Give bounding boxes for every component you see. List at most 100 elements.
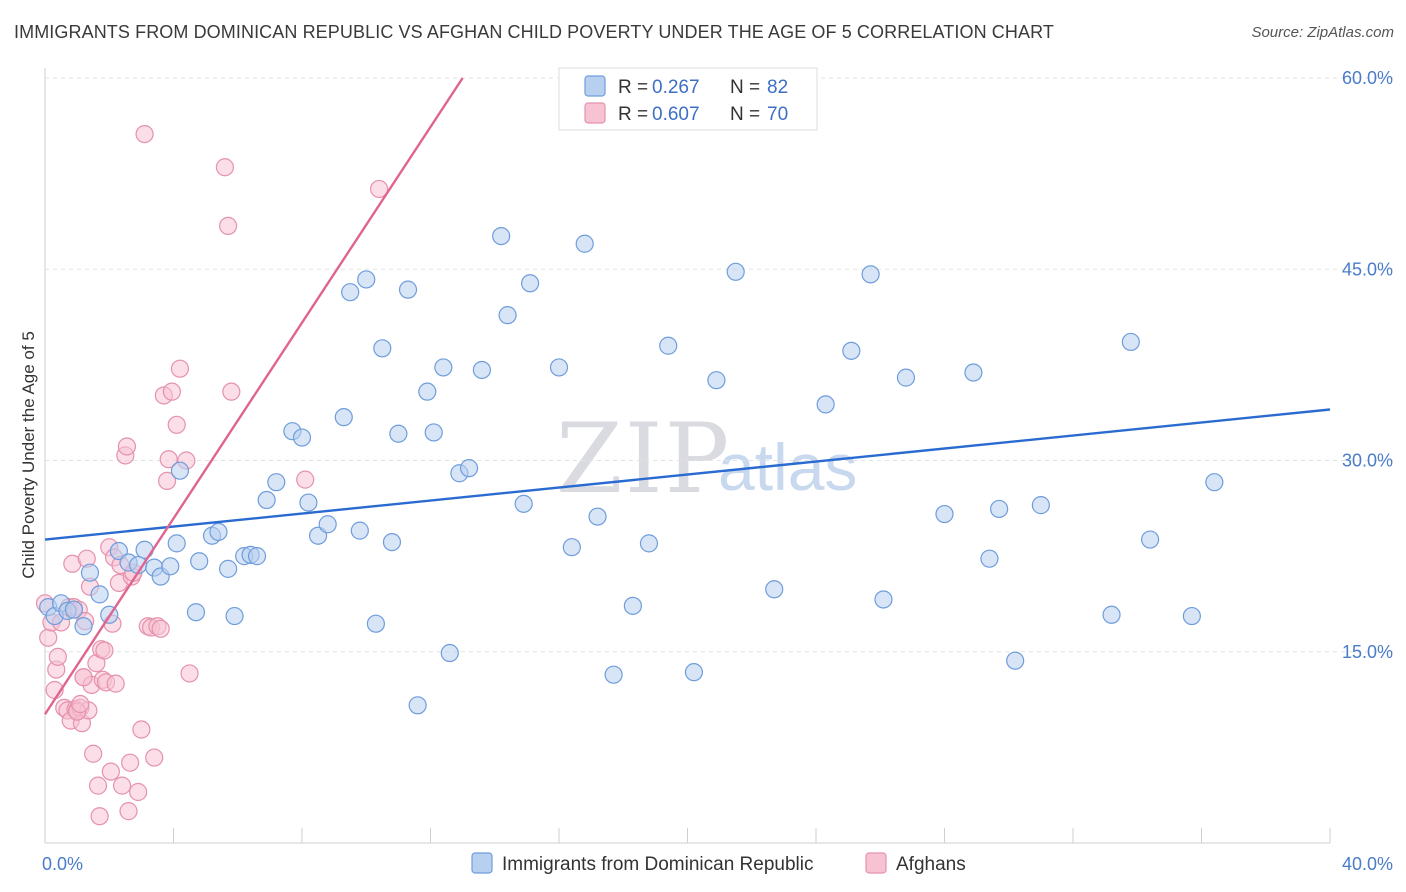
data-point-blue (707, 371, 726, 390)
data-point-blue (861, 265, 880, 284)
data-point-pink (170, 359, 190, 378)
legend-n-value: 82 (767, 77, 788, 98)
data-point-pink (106, 674, 125, 693)
gridlines (45, 77, 1393, 653)
data-point-blue (726, 262, 745, 281)
data-point-pink (90, 807, 109, 826)
data-point-blue (1121, 332, 1140, 352)
data-point-pink (159, 450, 178, 469)
data-point-pink (180, 664, 199, 683)
data-point-pink (74, 668, 93, 687)
data-point-blue (1182, 606, 1201, 626)
watermark-atlas: atlas (718, 430, 857, 504)
legend-n-value: 70 (767, 104, 788, 125)
trend-line-blue (44, 408, 1331, 541)
data-point-pink (222, 382, 241, 401)
data-point-blue (842, 341, 861, 360)
data-point-pink (39, 628, 58, 647)
data-point-blue (418, 382, 437, 401)
data-point-blue (292, 428, 312, 447)
data-point-blue (219, 559, 238, 578)
data-point-blue (604, 665, 623, 684)
data-point-blue (492, 227, 511, 246)
data-point-pink (117, 437, 137, 456)
data-point-blue (684, 663, 704, 682)
data-point-blue (520, 274, 540, 293)
data-point-blue (935, 504, 954, 524)
data-point-blue (1205, 473, 1224, 492)
data-point-blue (382, 532, 402, 552)
data-point-blue (186, 603, 206, 622)
legend: R = 0.267 N = 82 R = 0.607 N = 70 (558, 67, 818, 131)
data-point-blue (74, 617, 93, 636)
legend-r-value: 0.267 (652, 77, 700, 98)
data-points (35, 125, 1224, 826)
data-point-blue (90, 585, 109, 604)
data-point-blue (816, 395, 835, 414)
bottom-legend-label-pink: Afghans (896, 854, 966, 875)
data-point-blue (498, 306, 517, 325)
x-tick-label-max: 40.0% (1342, 854, 1393, 874)
y-tick-label: 60.0% (1342, 68, 1393, 88)
data-point-blue (990, 499, 1009, 519)
data-point-blue (459, 459, 479, 478)
data-point-blue (549, 358, 569, 377)
legend-r-label: R = (618, 104, 648, 125)
data-point-pink (121, 753, 140, 772)
data-point-blue (765, 580, 784, 599)
data-point-blue (562, 538, 581, 557)
legend-r-label: R = (618, 77, 648, 98)
legend-n-label: N = (730, 77, 760, 98)
trend-lines (43, 77, 1331, 715)
data-point-blue (135, 540, 154, 559)
legend-n-label: N = (730, 104, 760, 125)
bottom-legend: Immigrants from Dominican Republic Afghan… (471, 852, 966, 875)
y-tick-label: 45.0% (1342, 259, 1393, 279)
data-point-pink (84, 744, 103, 763)
bottom-legend-label-blue: Immigrants from Dominican Republic (502, 854, 814, 875)
tick-labels: 15.0% 30.0% 45.0% 60.0% 0.0% 40.0% (42, 68, 1393, 874)
data-point-pink (112, 776, 132, 795)
data-point-blue (874, 590, 893, 609)
data-point-blue (318, 515, 337, 534)
data-point-blue (341, 283, 360, 302)
x-tick-label-min: 0.0% (42, 854, 83, 874)
data-point-pink (151, 619, 170, 638)
y-tick-label: 15.0% (1342, 642, 1393, 662)
data-point-blue (1031, 496, 1050, 515)
data-point-blue (1140, 530, 1160, 549)
trend-line-pink (43, 77, 464, 715)
data-point-blue (659, 336, 678, 355)
data-point-pink (71, 694, 90, 714)
data-point-blue (167, 534, 186, 553)
bottom-legend-swatch-blue (471, 852, 493, 874)
data-point-pink (129, 782, 148, 802)
data-point-blue (161, 557, 180, 576)
data-point-blue (964, 363, 983, 382)
chart-title: IMMIGRANTS FROM DOMINICAN REPUBLIC VS AF… (14, 22, 1054, 42)
data-point-blue (64, 600, 84, 619)
data-point-pink (145, 748, 164, 767)
data-point-blue (424, 423, 443, 442)
bottom-legend-swatch-pink (865, 852, 887, 874)
legend-r-value: 0.607 (652, 104, 700, 125)
data-point-pink (48, 647, 67, 666)
data-point-blue (299, 493, 318, 512)
data-point-pink (101, 762, 120, 781)
data-point-pink (132, 720, 151, 739)
data-point-blue (350, 521, 369, 540)
data-point-pink (167, 415, 186, 434)
data-point-pink (95, 641, 114, 660)
data-point-pink (135, 125, 154, 144)
data-point-blue (247, 547, 267, 566)
data-point-blue (1006, 651, 1025, 670)
data-point-blue (514, 494, 533, 513)
data-point-blue (80, 563, 100, 582)
legend-swatch-pink (584, 102, 606, 124)
data-point-blue (575, 234, 594, 253)
data-point-pink (296, 470, 315, 489)
data-point-pink (119, 802, 138, 821)
data-point-blue (209, 522, 228, 542)
data-point-blue (334, 408, 353, 427)
data-point-blue (398, 280, 418, 299)
